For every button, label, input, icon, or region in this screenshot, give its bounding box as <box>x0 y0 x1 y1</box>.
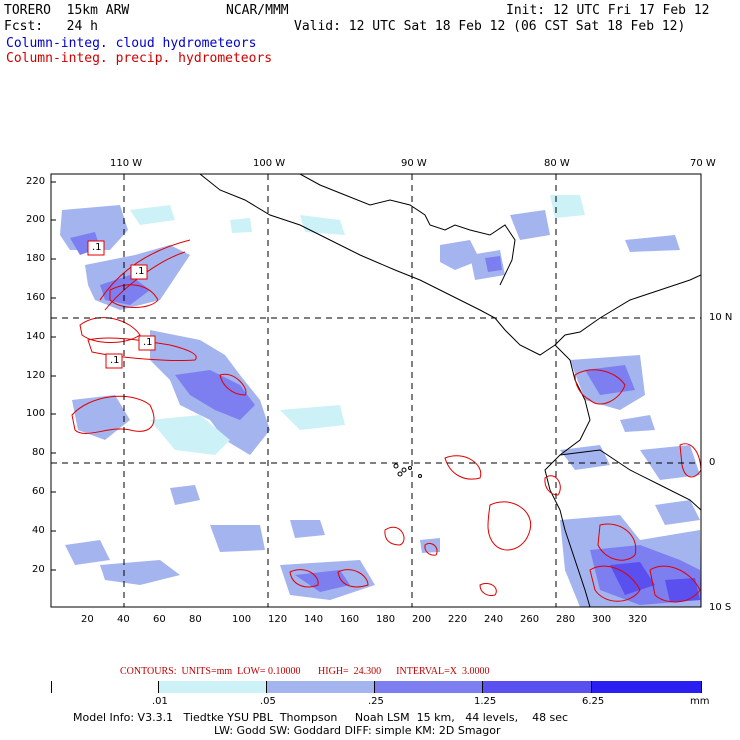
x-tick: 260 <box>520 614 540 625</box>
valid-time: Valid: 12 UTC Sat 18 Feb 12 (06 CST Sat … <box>294 19 686 34</box>
color-bar-level: .05 <box>260 696 276 707</box>
precip-contours <box>71 239 701 603</box>
init-time: Init: 12 UTC Fri 17 Feb 12 <box>506 3 710 18</box>
x-tick: 240 <box>484 614 504 625</box>
color-bar-level: 1.25 <box>474 696 497 707</box>
lat-lon-grid <box>51 174 701 607</box>
lon-label: 90 W <box>401 158 427 169</box>
x-tick: 300 <box>592 614 612 625</box>
y-tick: 60 <box>32 486 45 497</box>
contour-info: CONTOURS: UNITS=mm LOW= 0.10000 HIGH= 24… <box>120 666 490 677</box>
color-bar-segment <box>267 681 375 693</box>
x-tick: 280 <box>556 614 576 625</box>
color-bar-segment <box>375 681 483 693</box>
x-tick: 40 <box>117 614 130 625</box>
x-tick: 20 <box>81 614 94 625</box>
physics-info: LW: Godd SW: Goddard DIFF: simple KM: 2D… <box>214 724 501 737</box>
galapagos-islands <box>393 463 422 478</box>
forecast-hour: Fcst: 24 h <box>4 19 98 34</box>
contour-label: .1 <box>92 242 102 253</box>
color-bar-unit: mm <box>690 696 710 707</box>
y-tick: 160 <box>26 292 46 303</box>
y-tick: 20 <box>32 564 45 575</box>
lon-label: 80 W <box>544 158 570 169</box>
y-tick: 180 <box>26 253 46 264</box>
x-tick: 100 <box>232 614 252 625</box>
lon-label: 110 W <box>110 158 143 169</box>
field-precip-label: Column-integ. precip. hydrometeors <box>6 51 273 66</box>
color-bar-level: .01 <box>152 696 168 707</box>
y-tick: 140 <box>26 331 46 342</box>
y-tick: 120 <box>26 370 46 381</box>
color-bar-level: .25 <box>368 696 384 707</box>
model-info: Model Info: V3.3.1 Tiedtke YSU PBL Thomp… <box>73 711 569 724</box>
x-tick: 120 <box>268 614 288 625</box>
y-tick: 220 <box>26 176 46 187</box>
center-name: NCAR/MMM <box>226 3 289 18</box>
lat-label: 0 <box>709 457 716 468</box>
y-tick: 80 <box>32 447 45 458</box>
y-tick: 40 <box>32 525 45 536</box>
model-title: TORERO 15km ARW <box>4 3 130 18</box>
cloud-shading <box>60 195 701 607</box>
x-tick: 160 <box>340 614 360 625</box>
x-tick: 60 <box>153 614 166 625</box>
plot-frame <box>50 173 702 608</box>
contour-label: .1 <box>143 337 153 348</box>
lon-label: 100 W <box>253 158 286 169</box>
x-tick: 200 <box>412 614 432 625</box>
field-cloud-label: Column-integ. cloud hydrometeors <box>6 36 257 51</box>
y-tick: 100 <box>26 408 46 419</box>
color-bar-segment <box>52 681 159 693</box>
color-bar-segment <box>483 681 592 693</box>
lon-label: 70 W <box>690 158 716 169</box>
contour-label: .1 <box>135 266 145 277</box>
x-tick: 320 <box>628 614 648 625</box>
lat-label: 10 S <box>709 602 732 613</box>
coastline <box>199 174 701 607</box>
lat-label: 10 N <box>709 312 733 323</box>
x-tick: 180 <box>376 614 396 625</box>
contour-label: .1 <box>110 355 120 366</box>
color-bar-segment <box>159 681 267 693</box>
x-tick: 140 <box>304 614 324 625</box>
y-tick: 200 <box>26 214 46 225</box>
color-bar-level: 6.25 <box>582 696 605 707</box>
x-tick: 80 <box>189 614 202 625</box>
color-bar-segment <box>592 681 701 693</box>
x-tick: 220 <box>448 614 468 625</box>
